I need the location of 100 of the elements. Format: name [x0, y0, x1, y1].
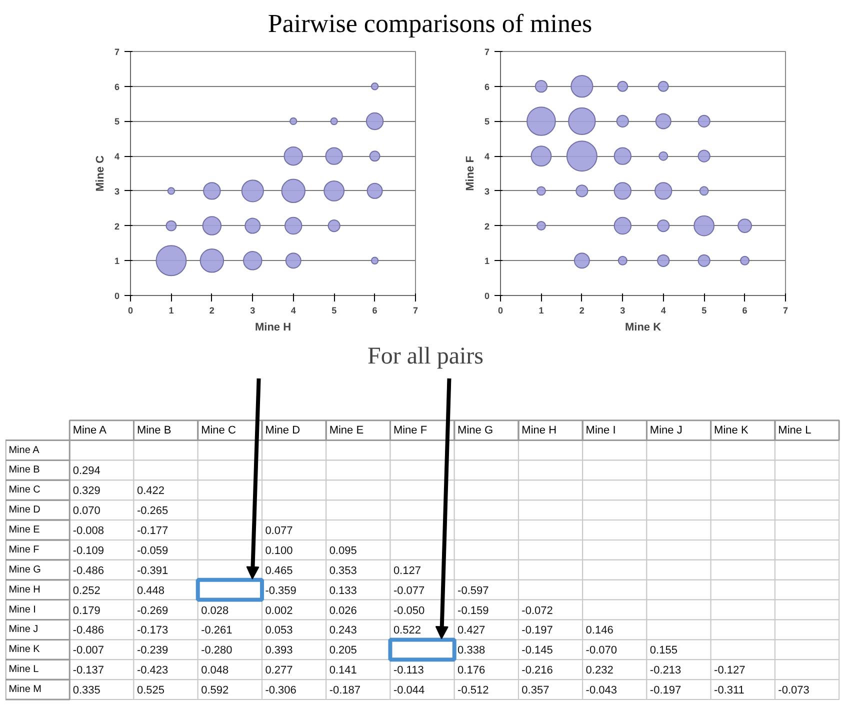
x-tick-label: Mine F	[393, 424, 428, 436]
data-label: 0.141	[329, 664, 357, 677]
x-tick-label: 7	[412, 306, 418, 316]
data-label: 0.465	[265, 564, 293, 577]
data-label: -0.311	[714, 684, 744, 697]
data-label: 0.448	[136, 584, 164, 597]
y-tick-label: Mine G	[8, 564, 42, 576]
y-tick-label: 4	[484, 152, 490, 162]
data-label: 0.133	[329, 584, 357, 597]
data-label: 0.592	[201, 684, 229, 697]
x-tick-label: 3	[620, 306, 626, 316]
data-label: 0.028	[201, 604, 229, 617]
x-tick-label: Mine C	[201, 424, 236, 436]
data-label: 0.179	[72, 604, 100, 617]
x-tick-label: 6	[742, 306, 748, 316]
x-tick-label: 0	[128, 306, 134, 316]
data-label: -0.265	[136, 505, 168, 518]
x-tick-label: Mine B	[136, 424, 172, 436]
data-label: 0.525	[136, 684, 164, 697]
data-label: -0.280	[201, 644, 232, 657]
x-tick-label: 3	[250, 306, 256, 316]
x-tick-label: 5	[332, 306, 337, 316]
y-tick-label: 2	[484, 221, 490, 232]
x-tick-label: 4	[290, 306, 296, 316]
y-tick-label: Mine M	[8, 684, 42, 696]
y-tick-label: 2	[114, 221, 120, 232]
data-label: -0.159	[458, 604, 489, 617]
data-label: -0.486	[72, 564, 104, 577]
data-label: 0.146	[586, 624, 614, 637]
data-label: -0.113	[393, 664, 424, 677]
data-label: 0.338	[458, 644, 486, 657]
data-label: 0.335	[72, 684, 100, 697]
x-tick-label: 2	[209, 306, 214, 316]
x-tick-label: Mine H	[522, 424, 557, 436]
data-label: -0.359	[265, 584, 296, 597]
data-label: -0.423	[136, 664, 168, 677]
data-label: 0.002	[265, 604, 293, 617]
x-tick-label: 1	[168, 306, 174, 316]
data-label: 0.026	[329, 604, 357, 617]
x-tick-label: Mine J	[650, 424, 682, 436]
data-label: -0.597	[458, 584, 489, 597]
data-label: 0.329	[72, 485, 100, 498]
x-tick-label: 7	[782, 306, 788, 316]
data-label: 0.243	[329, 624, 357, 637]
y-tick-label: 6	[484, 82, 490, 92]
y-tick-label: 5	[114, 116, 120, 127]
data-label: -0.173	[136, 624, 168, 637]
data-label: -0.145	[522, 644, 553, 657]
chart-title: For all pairs	[368, 344, 484, 370]
data-label: -0.007	[72, 644, 104, 657]
y-tick-label: Mine A	[8, 444, 40, 456]
x-tick-label: Mine E	[329, 424, 364, 436]
data-label: -0.073	[778, 684, 810, 697]
x-axis-title: Mine K	[624, 322, 662, 334]
data-label: -0.269	[136, 604, 168, 617]
y-tick-label: 1	[484, 256, 490, 266]
data-label: -0.070	[586, 644, 618, 657]
data-label: -0.187	[329, 684, 361, 697]
data-label: 0.077	[265, 525, 293, 538]
x-tick-label: 5	[702, 306, 707, 316]
y-tick-label: 7	[484, 47, 490, 57]
data-label: -0.044	[393, 684, 425, 697]
x-tick-label: Mine A	[72, 424, 108, 436]
data-label: -0.008	[72, 525, 104, 538]
data-label: -0.391	[136, 564, 168, 577]
y-tick-label: 3	[114, 186, 120, 196]
data-label: -0.213	[650, 664, 682, 677]
data-label: -0.077	[393, 584, 425, 597]
y-tick-label: 0	[484, 291, 490, 301]
data-label: 0.252	[72, 584, 100, 597]
data-label: 0.422	[136, 485, 164, 498]
data-label: 0.294	[72, 465, 100, 478]
data-label: 0.522	[393, 624, 421, 637]
data-label: -0.239	[136, 644, 168, 657]
data-label: -0.050	[393, 604, 425, 617]
data-label: -0.216	[522, 664, 553, 677]
data-label: 0.176	[458, 664, 486, 677]
data-label: -0.512	[458, 684, 489, 697]
y-tick-label: 7	[114, 47, 120, 57]
data-label: 0.053	[265, 624, 293, 637]
x-tick-label: Mine I	[586, 424, 616, 436]
y-tick-label: Mine H	[8, 584, 40, 596]
x-axis-title: Mine H	[254, 322, 292, 334]
data-label: 0.127	[393, 564, 421, 577]
data-label: 0.095	[329, 544, 357, 557]
y-tick-label: Mine K	[8, 644, 40, 656]
data-label: -0.109	[72, 544, 104, 557]
data-label: 0.100	[265, 544, 293, 557]
data-label: -0.127	[714, 664, 746, 677]
data-label: -0.197	[522, 624, 553, 637]
x-tick-label: 0	[498, 306, 504, 316]
data-label: -0.072	[522, 604, 553, 617]
y-tick-label: Mine L	[8, 664, 40, 676]
x-tick-label: 4	[660, 306, 666, 316]
chart-title: Pairwise comparisons of mines	[268, 8, 592, 40]
x-tick-label: 2	[579, 306, 584, 316]
y-tick-label: 1	[114, 256, 120, 266]
y-tick-label: Mine B	[8, 464, 40, 476]
data-label: -0.306	[265, 684, 296, 697]
data-label: -0.043	[586, 684, 618, 697]
